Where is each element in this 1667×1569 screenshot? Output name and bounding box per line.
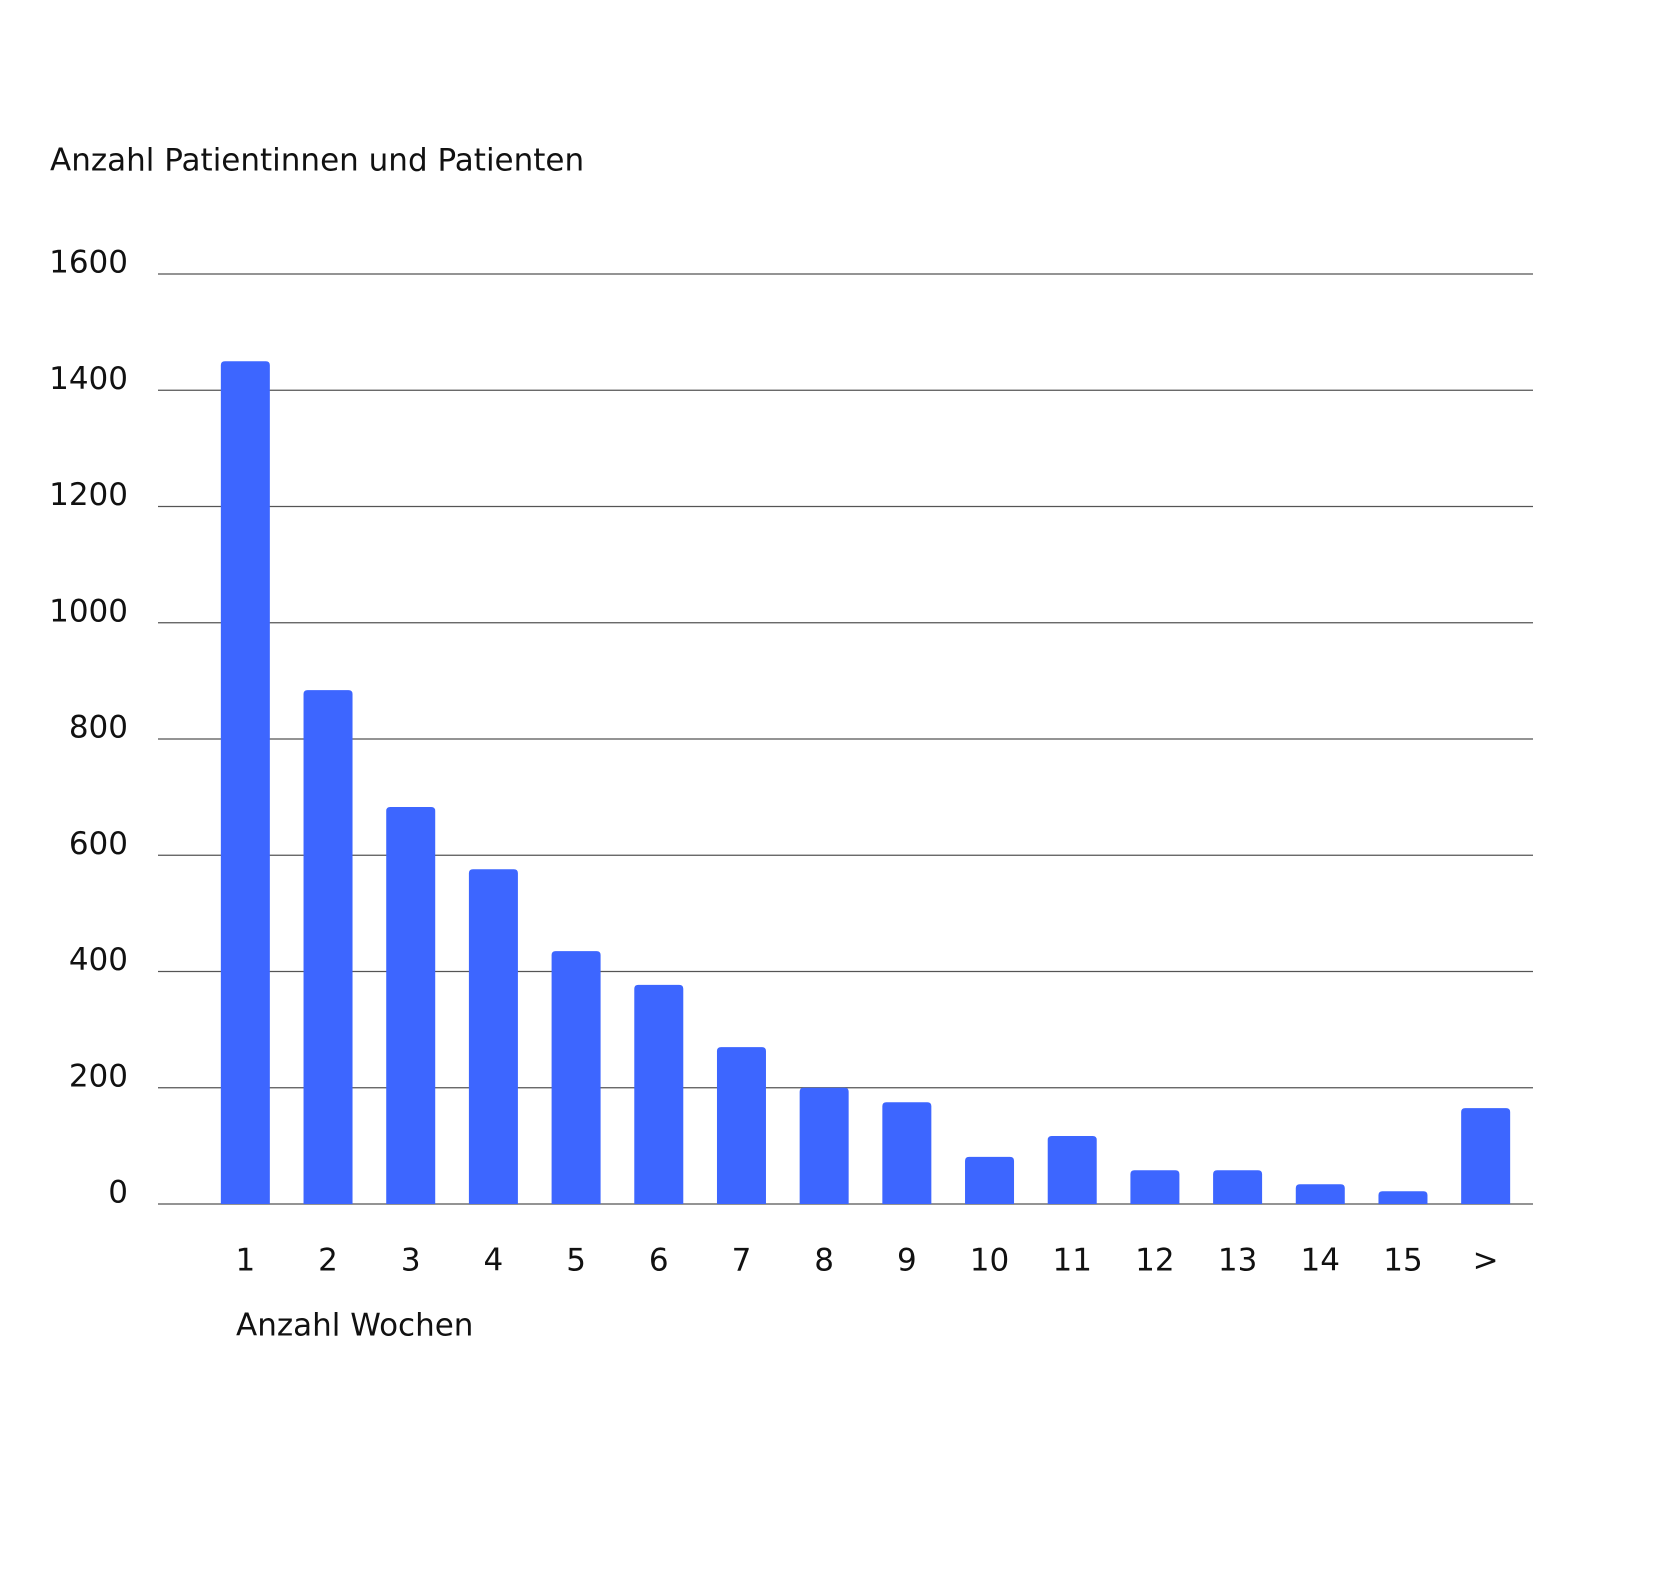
y-tick-label: 1200	[49, 477, 128, 513]
bar	[1213, 1170, 1263, 1204]
x-tick-label: 8	[814, 1243, 834, 1279]
y-tick-label: 1600	[49, 245, 128, 281]
x-tick-label: 9	[897, 1243, 917, 1279]
x-tick-label: 15	[1383, 1243, 1422, 1279]
y-tick-label: 200	[69, 1058, 128, 1094]
bar	[303, 690, 353, 1204]
x-tick-label: >	[1473, 1243, 1499, 1279]
y-axis-label: Anzahl Patientinnen und Patienten	[50, 143, 584, 179]
bar	[468, 869, 518, 1204]
bar	[386, 807, 436, 1204]
bar	[882, 1102, 932, 1204]
bar	[220, 361, 270, 1204]
x-tick-label: 6	[649, 1243, 669, 1279]
x-tick-label: 7	[732, 1243, 752, 1279]
bar	[716, 1047, 766, 1204]
y-tick-label: 0	[108, 1175, 128, 1211]
bar	[1295, 1184, 1345, 1204]
x-tick-label: 11	[1052, 1243, 1091, 1279]
bar	[965, 1156, 1015, 1204]
bar	[799, 1087, 849, 1204]
bar	[551, 951, 601, 1204]
y-tick-label: 1000	[49, 593, 128, 629]
bar	[1047, 1135, 1097, 1204]
x-tick-label: 5	[566, 1243, 586, 1279]
y-tick-label: 800	[69, 710, 128, 746]
bar	[1461, 1108, 1511, 1204]
x-axis-label: Anzahl Wochen	[236, 1308, 473, 1344]
bar	[634, 984, 684, 1204]
bar	[1130, 1170, 1180, 1204]
x-tick-label: 3	[401, 1243, 421, 1279]
x-tick-label: 2	[318, 1243, 338, 1279]
x-tick-label: 12	[1135, 1243, 1174, 1279]
y-tick-label: 1400	[49, 361, 128, 397]
y-tick-label: 600	[69, 826, 128, 862]
x-tick-label: 14	[1301, 1243, 1340, 1279]
x-tick-label: 4	[484, 1243, 504, 1279]
bar	[1378, 1191, 1428, 1204]
x-tick-label: 1	[235, 1243, 255, 1279]
x-tick-label: 13	[1218, 1243, 1257, 1279]
y-tick-label: 400	[69, 942, 128, 978]
x-tick-label: 10	[970, 1243, 1009, 1279]
